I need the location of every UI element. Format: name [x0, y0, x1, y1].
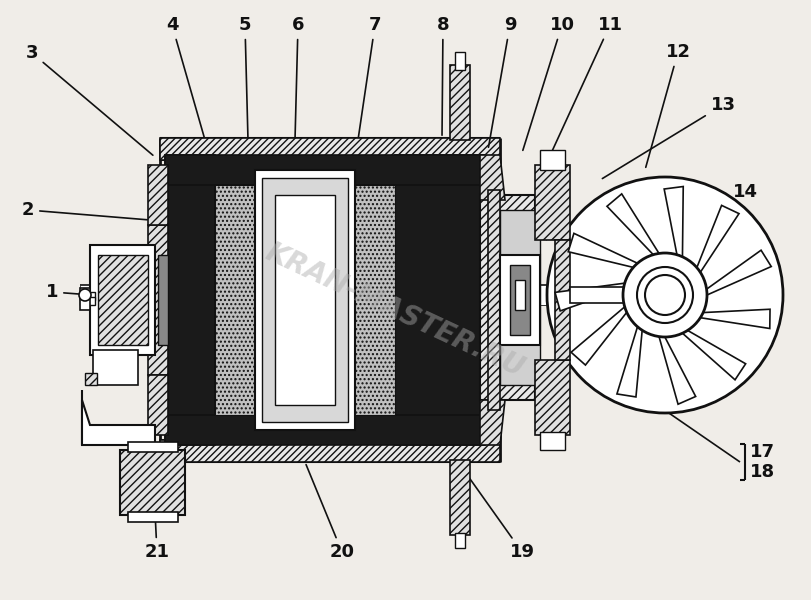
Text: 15: 15	[683, 263, 761, 291]
Polygon shape	[571, 307, 627, 365]
Bar	[262, 178, 348, 422]
Polygon shape	[701, 309, 770, 328]
Bar	[275, 195, 335, 405]
Bar	[120, 450, 185, 515]
Polygon shape	[480, 400, 505, 445]
Bar	[165, 155, 485, 185]
Polygon shape	[664, 187, 683, 257]
Text: 10: 10	[523, 16, 574, 151]
Text: 7: 7	[358, 16, 381, 137]
Circle shape	[645, 275, 685, 315]
Bar	[255, 170, 355, 430]
Bar	[535, 165, 570, 240]
Bar	[80, 297, 95, 305]
Text: 18: 18	[750, 463, 775, 481]
Text: 5: 5	[238, 16, 251, 137]
Text: 14: 14	[601, 183, 757, 239]
Bar	[395, 155, 485, 445]
Bar	[535, 360, 570, 435]
Text: 6: 6	[292, 16, 304, 137]
Bar	[500, 255, 540, 345]
Circle shape	[79, 289, 91, 301]
Bar	[450, 460, 470, 535]
Polygon shape	[617, 327, 642, 397]
Bar	[215, 185, 265, 415]
Text: 13: 13	[603, 96, 736, 179]
Text: 4: 4	[165, 16, 204, 137]
Text: 12: 12	[646, 43, 690, 167]
Bar	[480, 195, 535, 400]
Bar	[540, 432, 565, 450]
Bar	[160, 138, 500, 160]
Text: 20: 20	[306, 464, 354, 561]
Text: 9: 9	[488, 16, 517, 147]
Text: 16: 16	[682, 343, 750, 408]
Text: KRAN-MASTER.RU: KRAN-MASTER.RU	[261, 238, 529, 382]
Bar	[128, 512, 178, 522]
Text: 17: 17	[750, 443, 775, 461]
Bar	[500, 210, 540, 385]
Bar	[540, 150, 565, 170]
Bar	[345, 185, 395, 415]
Bar	[165, 155, 215, 445]
Bar	[160, 440, 500, 462]
Bar	[555, 240, 570, 360]
Text: 2: 2	[22, 201, 148, 220]
Text: 21: 21	[144, 515, 169, 561]
Bar	[80, 285, 650, 305]
Polygon shape	[659, 337, 696, 404]
Polygon shape	[555, 283, 624, 311]
Bar	[80, 292, 95, 300]
Bar	[90, 245, 155, 355]
Text: 19: 19	[460, 464, 534, 561]
Bar	[148, 225, 168, 375]
Bar	[85, 373, 97, 385]
Bar	[148, 375, 168, 435]
Bar	[570, 287, 670, 303]
Bar	[165, 415, 485, 445]
Bar	[510, 265, 530, 335]
Bar	[148, 165, 168, 225]
Bar	[450, 65, 470, 140]
Polygon shape	[82, 400, 155, 445]
Polygon shape	[569, 233, 637, 268]
Bar	[488, 190, 500, 410]
Circle shape	[637, 267, 693, 323]
Text: 11: 11	[549, 16, 623, 157]
Polygon shape	[706, 250, 771, 295]
Polygon shape	[682, 331, 745, 380]
Polygon shape	[480, 155, 505, 200]
Polygon shape	[697, 205, 739, 272]
Bar	[80, 288, 90, 310]
Text: 3: 3	[26, 44, 153, 155]
Polygon shape	[607, 194, 659, 254]
Bar	[158, 255, 168, 345]
Bar	[455, 533, 465, 548]
Circle shape	[547, 177, 783, 413]
Text: 8: 8	[436, 16, 449, 135]
Bar	[455, 52, 465, 70]
Bar	[128, 442, 178, 452]
Bar	[515, 280, 525, 310]
Bar	[98, 255, 148, 345]
Circle shape	[623, 253, 707, 337]
Text: 1: 1	[45, 283, 89, 301]
Bar	[93, 350, 138, 385]
